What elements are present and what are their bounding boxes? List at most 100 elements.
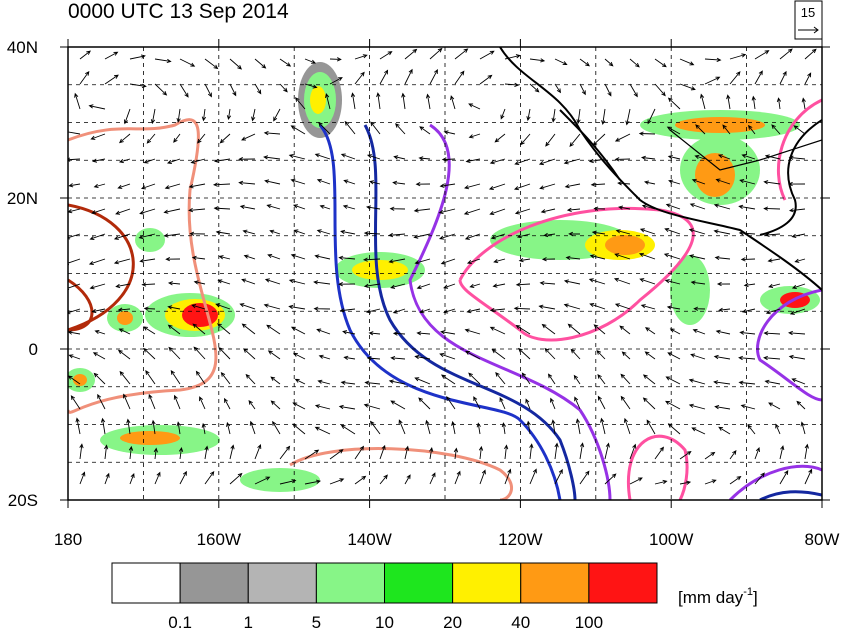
wind-arrow [129,83,147,89]
wind-arrow [94,329,106,335]
wind-arrow [143,306,156,311]
wind-arrow [771,124,781,135]
wind-arrow [178,446,184,460]
wind-arrow [251,108,256,122]
wind-arrow [390,355,406,361]
wind-arrow [279,83,288,93]
wind-arrow [450,95,456,110]
wind-arrow [604,58,614,67]
wind-arrow [664,279,681,285]
wind-arrow [597,395,606,410]
units-exponent: -1 [743,586,753,598]
wind-arrow [465,158,481,163]
wind-arrow [369,420,381,435]
wind-arrow [516,233,531,239]
wind-arrow [404,474,411,485]
wind-arrow [446,395,456,410]
wind-arrow [729,475,742,485]
wind-arrow [788,208,806,213]
wind-arrow [241,133,256,141]
wind-arrow [264,179,281,185]
wind-arrow [518,347,531,360]
wind-arrow [454,70,465,85]
wind-arrow [92,158,106,163]
wind-arrow [217,279,231,285]
wind-arrow [738,231,756,236]
wind-arrow [266,204,281,210]
wind-arrow [163,233,181,238]
wind-arrow [544,347,556,360]
wind-arrow [468,133,481,139]
wind-arrow [791,378,806,385]
wind-arrow [392,331,406,336]
wind-arrow [139,258,156,263]
wind-arrow [254,443,262,460]
wind-arrow [91,308,106,314]
wind-arrow [570,348,581,360]
wind-arrow [767,258,781,263]
wind-arrow [588,158,606,164]
wind-arrow [370,121,381,135]
wind-arrow [593,206,606,211]
wind-arrow [363,283,381,288]
wind-arrow [90,133,106,140]
wind-arrow [292,352,306,360]
wind-arrow [591,230,606,235]
units: [mm day-1] [678,586,758,607]
wind-arrow [193,346,206,360]
wind-arrow [213,206,231,211]
wind-arrow [340,153,356,160]
wind-arrow [168,346,181,360]
wind-arrow [554,442,559,460]
wind-arrow [369,180,381,185]
wind-arrow [454,48,469,60]
wind-arrow [538,158,556,166]
wind-arrow [763,180,781,185]
wind-arrow [575,418,581,435]
wind-arrow [97,393,106,410]
wind-arrow [665,400,681,410]
wind-arrow [292,423,306,435]
wind-arrow [439,233,456,240]
wind-arrow [764,154,781,160]
wind-arrow [526,108,531,122]
wind-arrow [366,308,381,314]
wind-arrow [425,419,431,435]
wind-arrow [68,208,81,214]
wind-arrow [267,350,281,360]
wind-arrow [404,48,418,60]
wind-arrow [738,204,756,210]
wind-arrow [614,253,631,260]
wind-arrow [416,331,431,336]
wind-arrow [504,468,512,485]
wind-arrow [468,372,481,385]
wind-arrow [804,443,809,460]
wind-arrow [704,57,722,62]
wind-arrow [492,283,506,288]
coastline [499,47,822,291]
wind-arrow [104,472,110,485]
wind-arrow [314,254,331,260]
wind-arrow [763,331,781,336]
wind-arrow [419,126,431,135]
wind-arrow [313,306,331,311]
wind-arrow [722,124,731,135]
wind-arrow [641,204,656,210]
wind-arrow [590,182,606,187]
wind-arrow [318,354,331,360]
wind-arrow [691,178,706,185]
wind-arrow [699,93,706,110]
wind-arrow [393,155,406,160]
map-area [68,47,822,500]
wind-arrow [765,308,781,315]
wind-arrow [629,83,638,98]
wind-arrow [443,130,456,135]
wind-arrow [254,83,262,95]
wind-arrow [188,207,206,213]
wind-arrow [565,255,581,260]
wind-arrow [451,420,456,435]
wind-arrow [667,352,681,360]
contours [68,98,822,500]
units-close: ] [753,588,758,607]
wind-arrow [151,419,156,435]
